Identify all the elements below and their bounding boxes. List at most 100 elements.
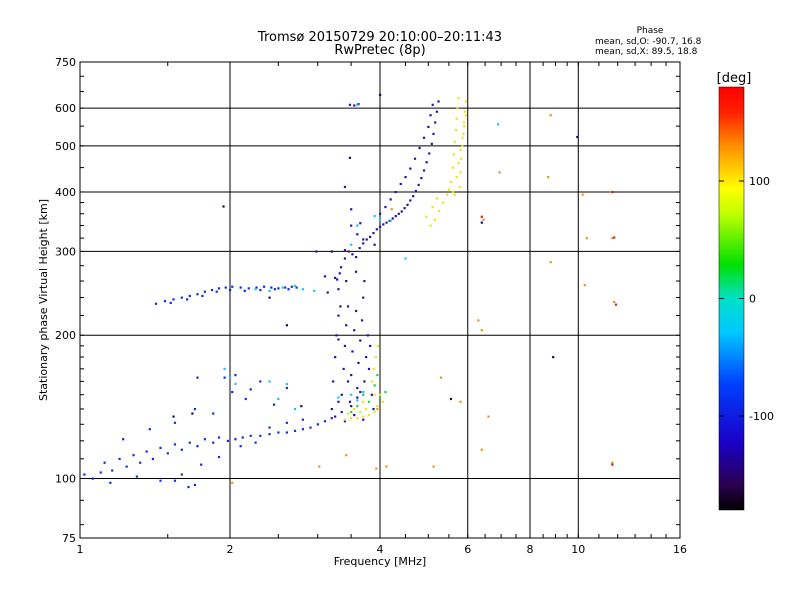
data-point xyxy=(350,417,353,420)
data-point xyxy=(389,198,392,201)
data-point xyxy=(417,183,420,187)
data-point xyxy=(234,438,237,441)
data-point xyxy=(370,393,373,396)
data-point xyxy=(293,407,297,411)
data-point xyxy=(381,400,384,403)
data-point xyxy=(348,156,352,159)
data-point xyxy=(422,169,426,172)
axis-ticks xyxy=(79,61,681,538)
data-point xyxy=(350,224,353,227)
y-tick-label: 500 xyxy=(55,140,76,153)
data-point xyxy=(287,288,290,291)
data-point xyxy=(285,382,288,386)
data-point xyxy=(201,294,204,298)
data-point xyxy=(429,114,432,117)
data-point xyxy=(301,428,305,431)
data-point xyxy=(259,434,262,437)
data-point xyxy=(356,399,359,402)
data-point xyxy=(372,367,375,371)
data-point xyxy=(353,407,356,411)
data-point xyxy=(455,175,458,179)
data-point xyxy=(281,286,284,289)
data-point xyxy=(332,380,335,383)
data-point xyxy=(487,415,490,418)
colorbar-label: [deg] xyxy=(717,71,752,86)
data-point xyxy=(373,393,376,396)
data-point xyxy=(549,261,552,264)
data-point xyxy=(552,356,555,359)
data-point xyxy=(376,405,379,408)
data-point xyxy=(343,185,347,189)
x-tick-label: 2 xyxy=(227,543,234,556)
data-point xyxy=(326,291,329,294)
data-point xyxy=(187,485,190,489)
data-point xyxy=(382,223,385,226)
data-point xyxy=(316,423,319,426)
data-point xyxy=(229,376,232,379)
data-point xyxy=(480,448,483,451)
data-point xyxy=(480,215,483,218)
data-point xyxy=(337,288,340,291)
y-tick-labels: 75 100 200 300 400 500 600 750 xyxy=(55,56,76,545)
data-point xyxy=(336,278,339,281)
data-point xyxy=(284,286,287,289)
data-point xyxy=(394,215,397,218)
chart-title: Tromsø 20150729 20:10:00–20:11:43 xyxy=(257,30,502,45)
data-point xyxy=(122,438,125,441)
data-point xyxy=(374,356,377,359)
data-point xyxy=(429,224,432,227)
data-point xyxy=(583,284,586,287)
data-point xyxy=(357,361,360,365)
data-point xyxy=(362,296,365,299)
data-point xyxy=(285,386,288,390)
data-point xyxy=(259,288,262,292)
data-point xyxy=(359,410,362,414)
data-point xyxy=(354,270,358,273)
data-point xyxy=(169,301,172,304)
chart-subtitle: RwPretec (8p) xyxy=(334,43,425,58)
data-point xyxy=(350,243,353,246)
data-point xyxy=(343,344,347,348)
data-point xyxy=(212,412,215,415)
data-point xyxy=(453,193,456,196)
data-point xyxy=(330,250,333,253)
data-point xyxy=(285,431,288,434)
data-point xyxy=(145,450,148,453)
data-point xyxy=(351,350,354,353)
x-tick-label: 6 xyxy=(464,543,471,556)
data-point xyxy=(343,249,347,252)
data-point xyxy=(217,455,221,459)
data-point xyxy=(359,339,362,342)
data-point xyxy=(463,121,466,124)
data-point xyxy=(365,356,368,359)
data-point xyxy=(249,434,252,437)
data-point xyxy=(376,344,380,348)
data-point xyxy=(188,294,191,298)
data-point xyxy=(613,236,616,239)
data-point xyxy=(463,110,467,113)
data-point xyxy=(334,415,337,418)
data-point xyxy=(239,445,242,448)
data-point xyxy=(231,481,234,484)
data-point xyxy=(362,390,365,394)
data-point xyxy=(342,367,345,371)
data-point xyxy=(363,280,366,283)
data-point xyxy=(99,471,102,474)
data-point xyxy=(362,238,365,241)
data-point xyxy=(362,242,365,245)
data-point xyxy=(350,405,353,408)
data-point xyxy=(480,329,483,332)
data-point xyxy=(301,288,305,291)
y-tick-label: 300 xyxy=(55,245,76,258)
data-point xyxy=(313,289,316,292)
data-point xyxy=(340,410,343,414)
data-point xyxy=(268,289,271,292)
colorbar-tick-label: 100 xyxy=(749,175,770,188)
x-axis-label: Frequency [MHz] xyxy=(334,555,426,568)
data-point xyxy=(585,237,588,240)
data-point xyxy=(611,461,614,464)
phase-stats-x: mean, sd,X: 89.5, 18.8 xyxy=(595,47,698,57)
data-point xyxy=(356,233,359,236)
x-tick-label: 1 xyxy=(77,543,84,556)
data-point xyxy=(151,457,155,461)
